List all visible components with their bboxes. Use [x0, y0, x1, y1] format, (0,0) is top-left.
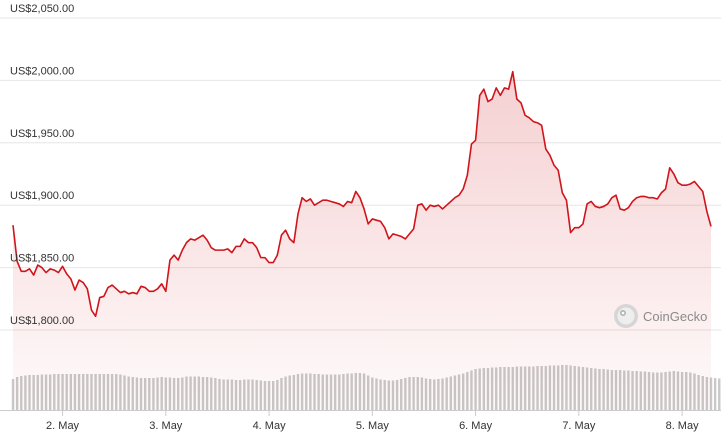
y-axis-ticks: US$1,800.00 US$1,850.00 US$1,900.00 US$1,95…: [10, 3, 74, 327]
y-tick-label: US$2,000.00: [10, 65, 74, 77]
y-tick-label: US$1,900.00: [10, 190, 74, 202]
y-tick-label: US$2,050.00: [10, 3, 74, 15]
x-tick-label: 2. May: [46, 420, 80, 432]
watermark-text: CoinGecko: [643, 309, 707, 324]
coingecko-watermark: CoinGecko: [614, 304, 707, 328]
y-tick-label: US$1,850.00: [10, 253, 74, 265]
volume-bar: [718, 378, 721, 410]
x-tick-label: 5. May: [356, 420, 390, 432]
volume-bar: [713, 378, 717, 410]
price-area: [13, 71, 711, 410]
x-tick-label: 3. May: [149, 420, 183, 432]
price-line: [12, 70, 712, 318]
gecko-icon: [614, 304, 638, 328]
y-tick-label: US$1,800.00: [10, 315, 74, 327]
x-axis-ticks: 2. May 3. May 4. May 5. May 6. May 7. May 8. M…: [46, 410, 699, 432]
x-tick-label: 8. May: [666, 420, 700, 432]
x-tick-label: 4. May: [253, 420, 287, 432]
x-tick-label: 6. May: [459, 420, 493, 432]
y-tick-label: US$1,950.00: [10, 128, 74, 140]
x-tick-label: 7. May: [562, 420, 596, 432]
